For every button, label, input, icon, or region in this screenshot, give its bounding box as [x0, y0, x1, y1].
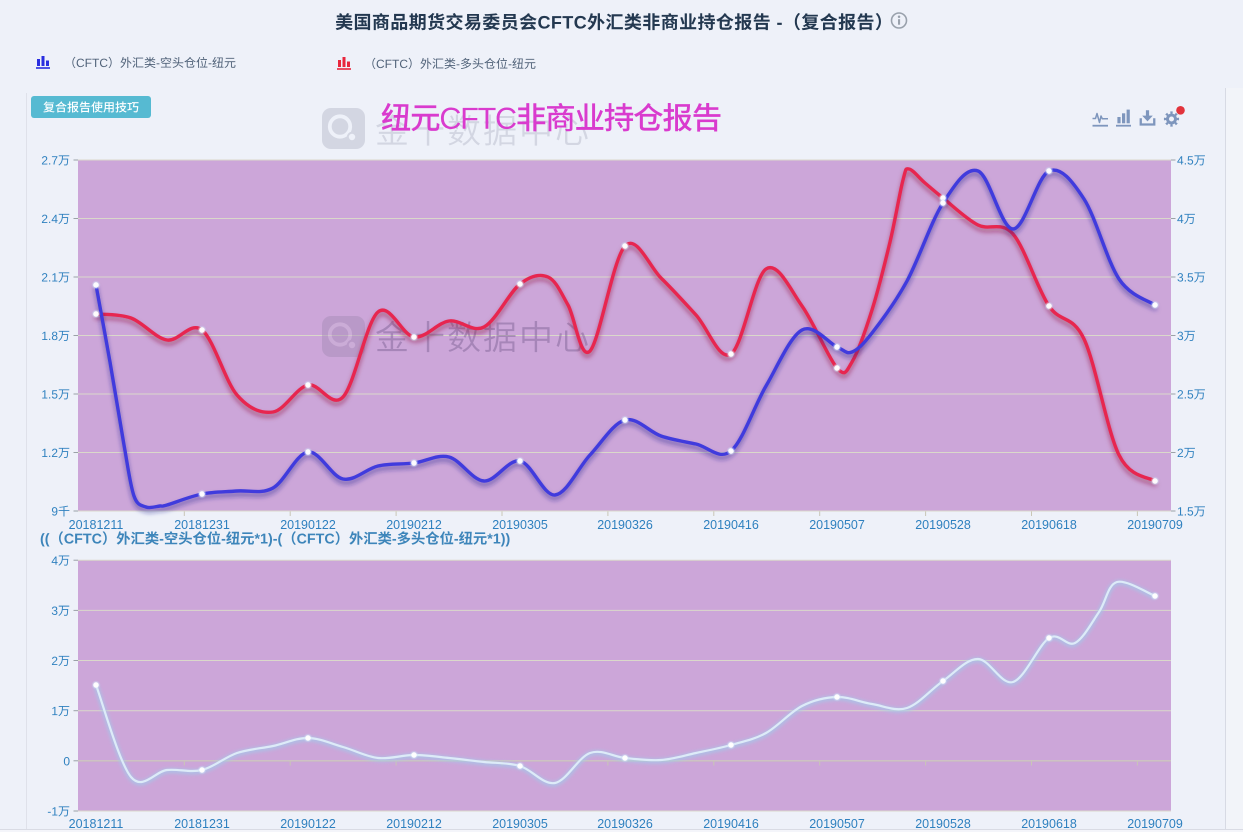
svg-text:20190709: 20190709: [1127, 518, 1183, 532]
svg-text:20190122: 20190122: [280, 817, 336, 831]
svg-text:20190326: 20190326: [597, 817, 653, 831]
svg-text:20190122: 20190122: [280, 518, 336, 532]
svg-text:20181231: 20181231: [174, 518, 230, 532]
svg-text:20190618: 20190618: [1021, 817, 1077, 831]
svg-text:20190416: 20190416: [703, 817, 759, 831]
svg-text:20190709: 20190709: [1127, 817, 1183, 831]
svg-text:20190507: 20190507: [809, 817, 865, 831]
svg-text:20190528: 20190528: [915, 518, 971, 532]
svg-text:20190212: 20190212: [386, 518, 442, 532]
svg-text:20190305: 20190305: [492, 518, 548, 532]
svg-text:20190326: 20190326: [597, 518, 653, 532]
svg-text:20190528: 20190528: [915, 817, 971, 831]
svg-text:20190305: 20190305: [492, 817, 548, 831]
svg-text:20190507: 20190507: [809, 518, 865, 532]
svg-text:20181231: 20181231: [174, 817, 230, 831]
svg-text:0: 0: [63, 754, 70, 768]
svg-text:20181211: 20181211: [69, 817, 124, 831]
svg-text:20190416: 20190416: [703, 518, 759, 532]
svg-text:20190212: 20190212: [386, 817, 442, 831]
svg-text:20190618: 20190618: [1021, 518, 1077, 532]
svg-text:20181211: 20181211: [69, 518, 124, 532]
